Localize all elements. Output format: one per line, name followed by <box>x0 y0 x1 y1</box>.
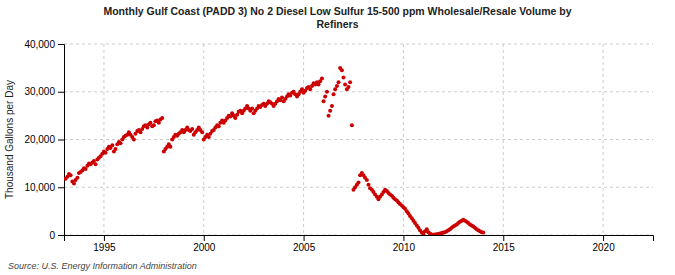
point <box>75 176 79 180</box>
point <box>343 83 347 87</box>
point <box>357 180 361 184</box>
tick: 40,000 <box>24 39 64 50</box>
point <box>328 109 332 113</box>
point <box>132 138 136 142</box>
tick-mark <box>58 92 64 93</box>
grid <box>64 44 653 235</box>
tick: 2015 <box>493 235 516 253</box>
point <box>110 143 114 147</box>
title-line: Monthly Gulf Coast (PADD 3) No 2 Diesel … <box>103 5 571 17</box>
point <box>337 80 341 84</box>
grid-line-x <box>103 44 104 235</box>
y-axis: 0 10,000 20,000 30,000 40,000 <box>24 39 64 241</box>
point <box>190 127 194 131</box>
point <box>342 75 346 79</box>
tick-label: 0 <box>49 230 55 241</box>
tick: 1995 <box>93 235 116 253</box>
tick: 2020 <box>592 235 615 253</box>
tick: 2010 <box>393 235 416 253</box>
marks <box>64 66 485 235</box>
tick-mark <box>58 187 64 188</box>
series <box>352 171 486 235</box>
tick-label: 2020 <box>592 242 615 253</box>
tick-mark <box>403 235 404 241</box>
point <box>325 90 329 94</box>
point <box>348 80 352 84</box>
point <box>323 95 327 99</box>
tick-label: 40,000 <box>24 39 55 50</box>
point <box>347 85 351 89</box>
tick-label: 2015 <box>493 242 516 253</box>
series <box>64 66 354 186</box>
tick-label: 1995 <box>93 242 116 253</box>
point <box>69 173 73 177</box>
tick-label: 10,000 <box>24 182 55 193</box>
annotation: Source: U.S. Energy Information Administ… <box>8 261 197 271</box>
tick: 30,000 <box>24 86 64 97</box>
chart: Monthly Gulf Coast (PADD 3) No 2 Diesel … <box>0 0 675 275</box>
point <box>335 84 339 88</box>
point <box>168 145 172 149</box>
tick-label: 2000 <box>193 242 216 253</box>
point <box>330 104 334 108</box>
point <box>250 106 254 110</box>
tick-label: 2005 <box>293 242 316 253</box>
point <box>322 99 326 103</box>
tick-mark <box>58 44 64 45</box>
x-axis: 1995 2000 2005 2010 2015 2020 <box>65 235 654 253</box>
title: Monthly Gulf Coast (PADD 3) No 2 Diesel … <box>103 5 571 30</box>
tick-mark <box>58 235 64 236</box>
grid-line-x <box>303 44 304 235</box>
tick-mark <box>58 140 64 141</box>
tick: 0 <box>49 230 64 241</box>
point <box>327 114 331 118</box>
y-axis-label: Thousand Gallons per Day <box>4 80 15 199</box>
tick: 2000 <box>193 235 216 253</box>
title-line: Refiners <box>316 18 358 30</box>
grid-line-y <box>64 91 653 92</box>
tick-label: 2010 <box>393 242 416 253</box>
tick: 20,000 <box>24 134 64 145</box>
tick-mark <box>104 235 105 241</box>
tick-label: 20,000 <box>24 134 55 145</box>
tick-mark <box>304 235 305 241</box>
tick-mark <box>204 235 205 241</box>
point <box>200 130 204 134</box>
tick-mark <box>503 235 504 241</box>
tick: 10,000 <box>24 182 64 193</box>
tick: 2005 <box>293 235 316 253</box>
tick-label: 30,000 <box>24 86 55 97</box>
point <box>320 76 324 80</box>
point <box>104 151 108 155</box>
tick-mark <box>603 235 604 241</box>
grid-line-x <box>603 44 604 235</box>
axis-line <box>58 45 65 236</box>
point <box>119 141 123 145</box>
point <box>365 178 369 182</box>
grid-line-y <box>64 187 653 188</box>
point <box>152 123 156 127</box>
point <box>114 147 118 151</box>
point <box>481 231 485 235</box>
point <box>340 68 344 72</box>
point <box>160 116 164 120</box>
plot: 1995 2000 2005 2010 2015 2020 0 10,000 20,000 30,… <box>24 39 653 253</box>
axis-line <box>65 236 654 242</box>
point <box>94 162 98 166</box>
point <box>332 92 336 96</box>
grid-line-y <box>64 139 653 140</box>
grid-line-y <box>64 44 653 45</box>
point <box>350 123 354 127</box>
